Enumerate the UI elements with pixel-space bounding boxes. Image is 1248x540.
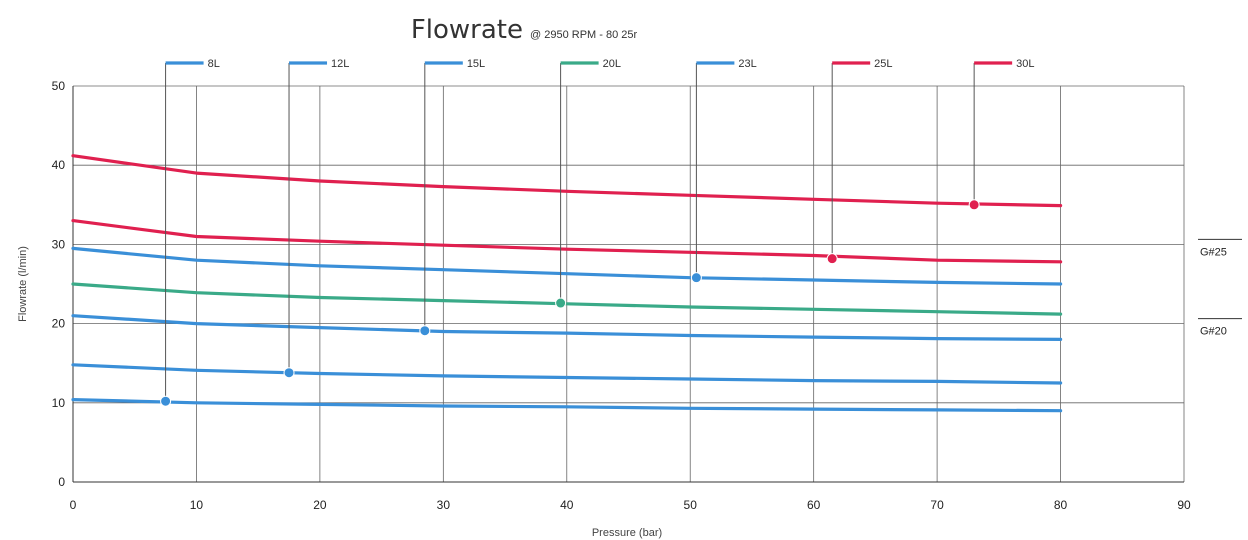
reference-lines: G#25 G#20 xyxy=(1198,238,1242,338)
reference-label: G#25 xyxy=(1200,246,1227,258)
legend-label: 12L xyxy=(331,58,349,70)
y-tick-label: 40 xyxy=(52,158,66,172)
y-tick-label: 50 xyxy=(52,79,66,93)
x-axis-label: Pressure (bar) xyxy=(592,527,662,539)
series-marker xyxy=(419,325,431,337)
series-line-25L xyxy=(71,219,1063,264)
y-tick-label: 30 xyxy=(52,237,66,251)
series-marker xyxy=(968,199,980,211)
series-line-15L xyxy=(71,314,1063,341)
series-line-8L xyxy=(71,398,1063,413)
series-marker xyxy=(160,395,172,407)
chart-title: Flowrate @ 2950 RPM - 80 25r xyxy=(411,15,638,45)
x-tick-label: 10 xyxy=(190,498,204,512)
legend-label: 20L xyxy=(603,58,621,70)
x-tick-label: 40 xyxy=(560,498,574,512)
reference-label: G#20 xyxy=(1200,326,1227,338)
series-line-30L xyxy=(71,154,1063,208)
series-line-20L xyxy=(71,282,1063,316)
series-line-12L xyxy=(71,363,1063,385)
x-tick-label: 0 xyxy=(70,498,77,512)
x-tick-label: 20 xyxy=(313,498,327,512)
legend-label: 15L xyxy=(467,58,485,70)
y-tick-label: 10 xyxy=(52,396,66,410)
series-line-23L xyxy=(71,246,1063,286)
series-marker xyxy=(283,367,295,379)
x-tick-label: 30 xyxy=(437,498,451,512)
series-marker xyxy=(690,272,702,284)
x-tick-label: 60 xyxy=(807,498,821,512)
x-tick-label: 80 xyxy=(1054,498,1068,512)
series-lines xyxy=(71,154,1063,413)
legend-label: 8L xyxy=(208,58,220,70)
legend-label: 23L xyxy=(738,58,756,70)
y-tick-label: 20 xyxy=(52,317,66,331)
legend-label: 30L xyxy=(1016,58,1034,70)
x-tick-label: 70 xyxy=(930,498,944,512)
axes: 0 10 20 30 40 50 0 10 20 30 40 50 60 70 80 90 xyxy=(52,79,1191,512)
series-marker xyxy=(826,253,838,265)
series-markers xyxy=(160,199,980,407)
x-tick-label: 50 xyxy=(684,498,698,512)
legend: 8L 12L 15L 20L 23L 25L 30L xyxy=(165,58,1035,402)
x-tick-label: 90 xyxy=(1177,498,1191,512)
y-tick-label: 0 xyxy=(58,475,65,489)
legend-label: 25L xyxy=(874,58,892,70)
y-axis-label: Flowrate (l/min) xyxy=(17,246,29,322)
series-marker xyxy=(555,297,567,309)
chart-subtitle-text: @ 2950 RPM - 80 25r xyxy=(530,29,637,41)
chart-title-text: Flowrate xyxy=(411,15,523,45)
